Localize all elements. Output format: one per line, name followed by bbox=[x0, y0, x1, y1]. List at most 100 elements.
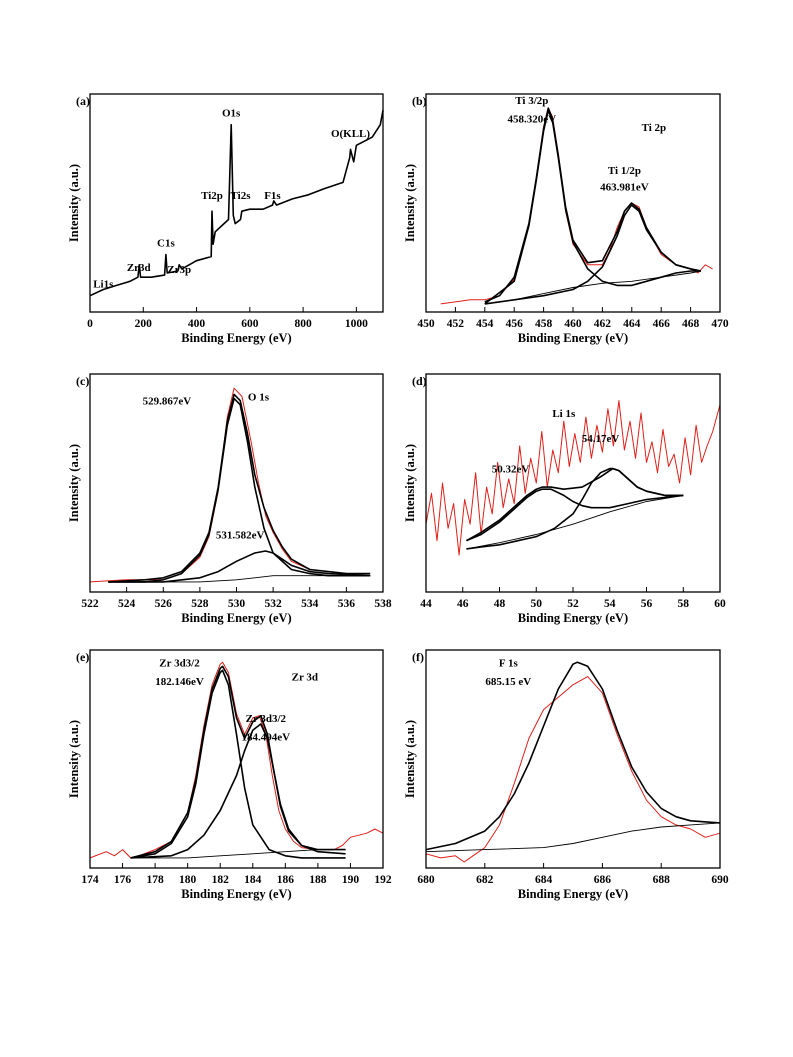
x-tick-label: 60 bbox=[714, 598, 726, 610]
x-tick-label: 400 bbox=[188, 318, 206, 330]
peak-annotation: F 1s bbox=[499, 657, 519, 669]
x-tick-label: 188 bbox=[309, 874, 327, 886]
x-axis-label: Binding Energy (eV) bbox=[181, 331, 291, 345]
peak-annotation: O1s bbox=[222, 107, 241, 119]
panel-4: 174 176 178 180 182 184 186 188 190 192 Binding En… bbox=[67, 649, 392, 901]
plot-frame bbox=[89, 93, 384, 313]
x-tick-label: 800 bbox=[294, 318, 312, 330]
series-line-2 bbox=[130, 669, 346, 859]
peak-annotation: F1s bbox=[264, 190, 281, 202]
x-tick-label: 524 bbox=[118, 598, 136, 610]
panel-1: 450 452 454 456 458 460 462 464 466 468 470 Binding… bbox=[403, 93, 729, 345]
peak-annotation: 54.17eV bbox=[582, 433, 620, 445]
panel-label: (e) bbox=[76, 650, 89, 664]
x-tick-label: 52 bbox=[567, 598, 579, 610]
x-tick-label: 466 bbox=[653, 318, 671, 330]
x-tick-label: 54 bbox=[604, 598, 616, 610]
panel-label: (b) bbox=[412, 94, 427, 108]
peak-annotation: 50.32eV bbox=[492, 464, 530, 476]
x-tick-label: 686 bbox=[594, 874, 612, 886]
series-line-1 bbox=[130, 665, 346, 859]
x-tick-label: 182 bbox=[212, 874, 230, 886]
plot-frame bbox=[89, 649, 384, 869]
panel-0: 0 200 400 600 800 1000 Binding Energy (eV) Inte… bbox=[67, 93, 384, 345]
peak-annotation: Ti2p bbox=[201, 190, 223, 202]
series-line-0 bbox=[425, 400, 721, 556]
y-axis-label: Intensity (a.u.) bbox=[403, 444, 417, 522]
x-tick-label: 532 bbox=[265, 598, 283, 610]
peak-annotation: 182.146eV bbox=[155, 676, 204, 688]
series-line-1 bbox=[425, 661, 721, 851]
x-tick-label: 190 bbox=[342, 874, 360, 886]
peak-annotation: Zr3p bbox=[167, 264, 191, 276]
x-tick-label: 192 bbox=[374, 874, 392, 886]
y-axis-label: Intensity (a.u.) bbox=[67, 720, 81, 798]
peak-annotation: Ti 1/2p bbox=[608, 165, 641, 177]
x-tick-label: 0 bbox=[87, 318, 93, 330]
x-tick-label: 688 bbox=[653, 874, 671, 886]
x-tick-label: 536 bbox=[338, 598, 356, 610]
series-line-4 bbox=[484, 270, 701, 305]
x-axis-label: Binding Energy (eV) bbox=[518, 887, 628, 901]
x-axis-label: Binding Energy (eV) bbox=[518, 611, 628, 625]
x-tick-label: 50 bbox=[531, 598, 543, 610]
x-tick-label: 46 bbox=[457, 598, 469, 610]
panel-2: 522 524 526 528 530 532 534 536 538 Binding Energ… bbox=[67, 373, 392, 625]
x-tick-label: 684 bbox=[535, 874, 553, 886]
panel-5: 680 682 684 686 688 690 Binding Energy (eV) Int… bbox=[403, 649, 729, 901]
peak-annotation: 531.582eV bbox=[216, 530, 265, 542]
x-tick-label: 458 bbox=[535, 318, 553, 330]
peak-annotation: 184.494eV bbox=[242, 731, 291, 743]
peak-annotation: C1s bbox=[157, 237, 175, 249]
y-axis-label: Intensity (a.u.) bbox=[403, 720, 417, 798]
x-tick-label: 538 bbox=[374, 598, 392, 610]
series-line-3 bbox=[484, 204, 702, 305]
peak-annotation: O 1s bbox=[248, 392, 270, 404]
series-line-0 bbox=[89, 387, 365, 583]
peak-annotation: Zr 3d bbox=[292, 672, 318, 684]
x-axis-label: Binding Energy (eV) bbox=[518, 331, 628, 345]
x-tick-label: 176 bbox=[114, 874, 132, 886]
series-line-4 bbox=[108, 575, 371, 583]
x-tick-label: 456 bbox=[506, 318, 524, 330]
panel-label: (c) bbox=[76, 374, 89, 388]
peak-annotation: 529.867eV bbox=[143, 396, 192, 408]
peak-annotation: Zr3d bbox=[127, 262, 151, 274]
x-tick-label: 464 bbox=[623, 318, 641, 330]
panel-3: 44 46 48 50 52 54 56 58 60 Binding Energy (eV) Int… bbox=[403, 373, 726, 625]
plot-frame bbox=[425, 93, 721, 313]
panel-label: (d) bbox=[412, 374, 427, 388]
x-tick-label: 58 bbox=[678, 598, 690, 610]
y-axis-label: Intensity (a.u.) bbox=[67, 444, 81, 522]
peak-annotation: 685.15 eV bbox=[485, 676, 531, 688]
x-tick-label: 452 bbox=[447, 318, 465, 330]
x-axis-label: Binding Energy (eV) bbox=[181, 887, 291, 901]
y-axis-label: Intensity (a.u.) bbox=[67, 164, 81, 242]
series-line-2 bbox=[425, 822, 721, 853]
series-line-0 bbox=[425, 676, 721, 863]
x-tick-label: 526 bbox=[155, 598, 173, 610]
x-tick-label: 680 bbox=[417, 874, 435, 886]
x-tick-label: 530 bbox=[228, 598, 246, 610]
plot-frame bbox=[425, 373, 721, 593]
series-line-3 bbox=[108, 550, 371, 583]
peak-annotation: O(KLL) bbox=[331, 128, 370, 140]
series-line-1 bbox=[466, 467, 684, 542]
x-tick-label: 56 bbox=[641, 598, 653, 610]
series-line-4 bbox=[466, 494, 684, 550]
peak-annotation: Li1s bbox=[93, 278, 114, 290]
series-line-2 bbox=[484, 109, 701, 305]
x-tick-label: 180 bbox=[179, 874, 197, 886]
series-line-0 bbox=[89, 661, 384, 859]
series-line-4 bbox=[130, 849, 346, 859]
x-tick-label: 462 bbox=[594, 318, 612, 330]
x-tick-label: 186 bbox=[277, 874, 295, 886]
peak-annotation: 463.981eV bbox=[600, 182, 649, 194]
peak-annotation: 458.320eV bbox=[508, 114, 557, 126]
series-line-1 bbox=[108, 393, 371, 583]
x-tick-label: 690 bbox=[711, 874, 729, 886]
x-tick-label: 48 bbox=[494, 598, 506, 610]
x-tick-label: 522 bbox=[81, 598, 99, 610]
x-tick-label: 600 bbox=[241, 318, 259, 330]
